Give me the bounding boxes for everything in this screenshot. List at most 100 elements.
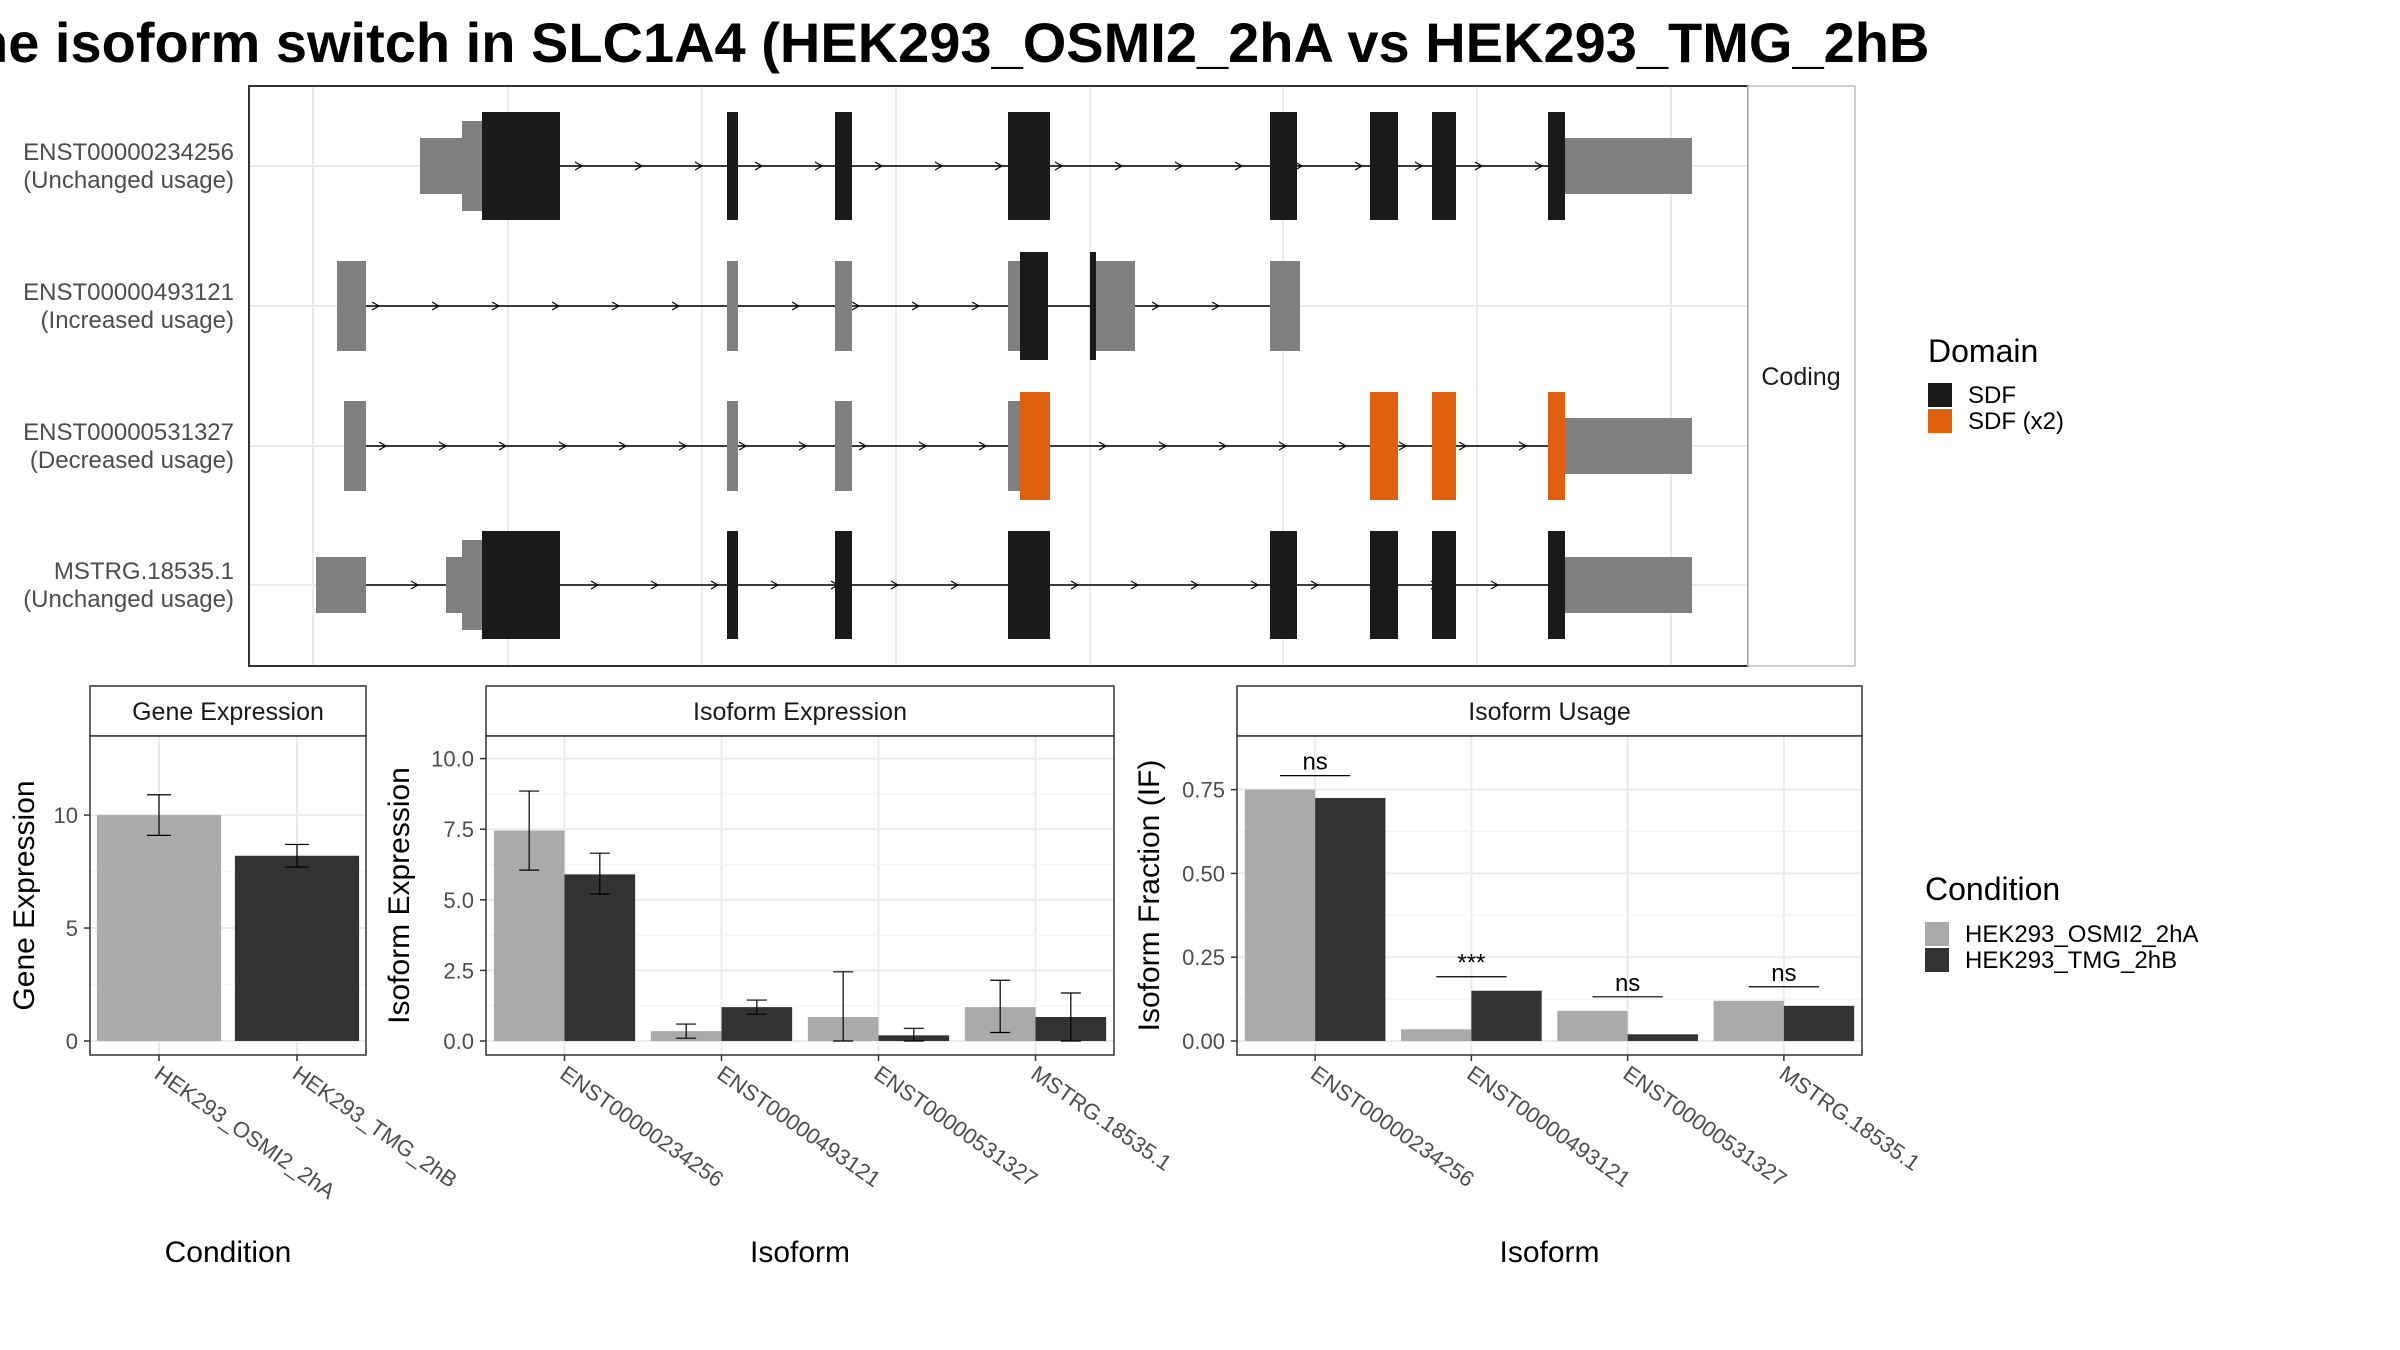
sdf-coding-exon	[1370, 112, 1398, 220]
x-tick-label: MSTRG.18535.1	[1775, 1061, 1925, 1176]
utr-exon	[1565, 418, 1692, 474]
strand-arrow	[558, 441, 568, 451]
panel-border	[1236, 735, 1863, 1056]
domain-legend-key	[1928, 409, 1952, 433]
sdf-coding-exon	[1270, 531, 1297, 639]
y-tick-label: 5.0	[443, 888, 474, 913]
strand-arrow	[371, 301, 381, 311]
strand-arrow	[1294, 161, 1304, 171]
utr-exon	[727, 401, 738, 491]
y-tick-label: 7.5	[443, 817, 474, 842]
strand-arrow	[858, 441, 868, 451]
strand-arrow	[1174, 161, 1184, 171]
significance-label: ns	[1302, 749, 1327, 776]
utr-exon	[344, 401, 366, 491]
sdf-coding-exon	[1008, 531, 1050, 639]
facet-strip	[1747, 85, 1856, 667]
strand-arrow	[1114, 161, 1124, 171]
strand-arrow	[1098, 441, 1108, 451]
strand-arrow	[1310, 580, 1320, 590]
bar	[564, 874, 636, 1041]
x-tick-label: ENST00000493121	[1463, 1061, 1636, 1192]
sdf-coding-exon	[1090, 252, 1096, 360]
panel-strip	[485, 685, 1115, 737]
transcript-id-label: MSTRG.18535.1	[54, 558, 234, 585]
strand-arrow	[1158, 441, 1168, 451]
strand-arrow	[498, 441, 508, 451]
strand-arrow	[1130, 580, 1140, 590]
x-tick-label: MSTRG.18535.1	[1027, 1061, 1177, 1176]
transcript-id-label: ENST00000531327	[23, 419, 234, 446]
transcript-usage-label: (Increased usage)	[41, 307, 234, 334]
y-tick-label: 2.5	[443, 958, 474, 983]
strand-arrow	[1474, 161, 1484, 171]
bar	[1557, 1010, 1628, 1041]
utr-exon	[316, 557, 366, 613]
sdf-coding-exon	[482, 112, 520, 220]
strand-arrow	[1054, 161, 1064, 171]
condition-legend-key	[1925, 948, 1949, 972]
sdf-coding-exon	[1270, 112, 1297, 220]
utr-exon	[835, 401, 852, 491]
sdf-coding-exon	[1432, 112, 1456, 220]
sdf-coding-exon	[1370, 531, 1398, 639]
panel-border	[89, 735, 367, 1056]
utr-exon	[1008, 401, 1020, 491]
strand-arrow	[710, 580, 720, 590]
domain-legend-key	[1928, 383, 1952, 407]
strand-arrow	[1490, 580, 1500, 590]
strand-arrow	[590, 580, 600, 590]
strand-arrow	[934, 161, 944, 171]
x-axis-title: Condition	[165, 1236, 292, 1269]
y-tick-label: 0.50	[1182, 861, 1225, 886]
strand-arrow	[918, 441, 928, 451]
panel-title: Isoform Usage	[1468, 698, 1631, 726]
strand-arrow	[770, 580, 780, 590]
strand-arrow	[890, 580, 900, 590]
strand-arrow	[410, 580, 420, 590]
bar	[234, 855, 360, 1041]
sdf-x2-coding-exon	[1020, 392, 1050, 500]
strand-arrow	[694, 161, 704, 171]
x-axis-title: Isoform	[750, 1236, 850, 1269]
y-tick-label: 0.00	[1182, 1029, 1225, 1054]
utr-exon	[1270, 261, 1300, 351]
utr-exon	[835, 261, 852, 351]
strand-arrow	[1211, 301, 1221, 311]
strand-arrow	[1250, 580, 1260, 590]
plot-title: he isoform switch in SLC1A4 (HEK293_OSMI…	[0, 11, 1930, 74]
y-axis-title: Isoform Fraction (IF)	[1133, 760, 1166, 1032]
strand-arrow	[671, 301, 681, 311]
domain-legend-title: Domain	[1928, 333, 2038, 369]
sdf-coding-exon	[727, 531, 738, 639]
strand-arrow	[1414, 161, 1424, 171]
bar	[1244, 789, 1316, 1041]
x-tick-label: ENST00000234256	[1306, 1061, 1479, 1192]
sdf-x2-coding-exon	[1370, 392, 1398, 500]
strand-arrow	[1398, 441, 1408, 451]
condition-legend-label: HEK293_TMG_2hB	[1965, 947, 2177, 974]
panel-border	[485, 735, 1115, 1056]
strand-arrow	[814, 161, 824, 171]
x-tick-label: ENST00000531327	[1619, 1061, 1792, 1192]
panel-title: Gene Expression	[132, 698, 324, 726]
strand-arrow	[798, 441, 808, 451]
strand-arrow	[1234, 161, 1244, 171]
sdf-coding-exon	[1008, 112, 1050, 220]
transcript-usage-label: (Unchanged usage)	[23, 586, 234, 613]
bar	[1627, 1034, 1698, 1041]
strand-arrow	[971, 301, 981, 311]
y-tick-label: 0.75	[1182, 778, 1225, 803]
strand-arrow	[978, 441, 988, 451]
utr-exon	[1096, 261, 1135, 351]
sdf-x2-coding-exon	[1548, 392, 1565, 500]
panel-title: Isoform Expression	[693, 698, 907, 726]
significance-label: ***	[1457, 950, 1485, 977]
sdf-coding-exon	[1548, 531, 1565, 639]
sdf-coding-exon	[1432, 531, 1456, 639]
facet-label: Coding	[1761, 363, 1840, 391]
condition-legend-title: Condition	[1925, 871, 2060, 907]
transcript-usage-label: (Decreased usage)	[30, 447, 234, 474]
strand-arrow	[1518, 441, 1528, 451]
